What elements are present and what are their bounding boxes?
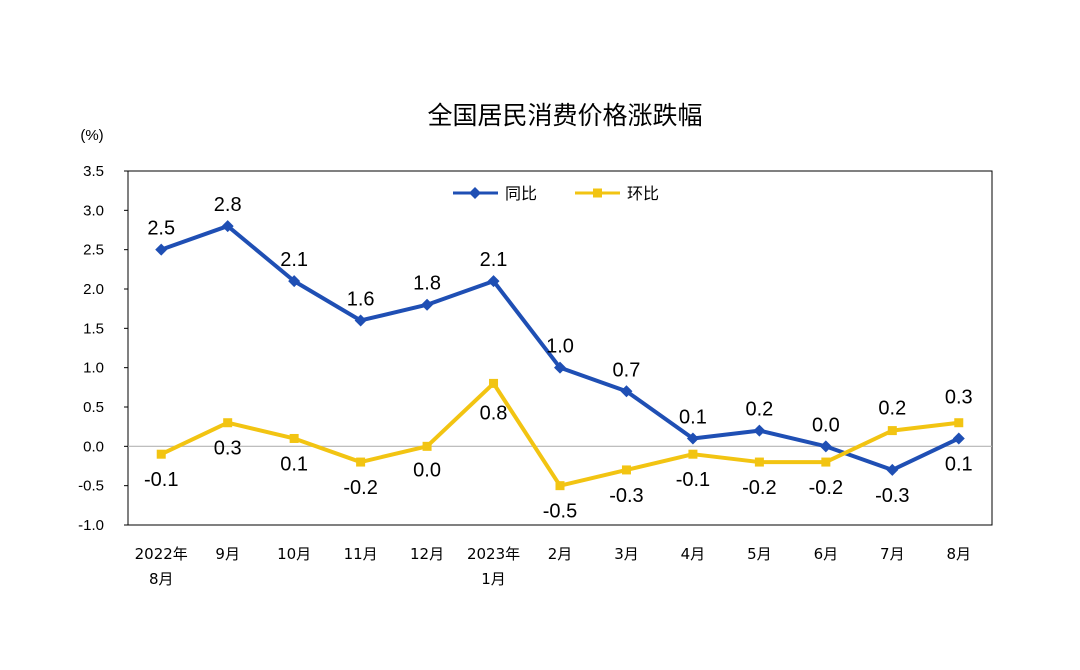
data-label-mom: 0.2: [878, 398, 906, 420]
y-tick-label: -0.5: [78, 478, 104, 495]
data-point-mom: [422, 441, 432, 451]
data-point-yoy: [288, 275, 301, 288]
data-label-yoy: 0.0: [812, 414, 840, 436]
data-label-mom: -0.2: [742, 477, 776, 499]
data-label-yoy: 1.8: [413, 273, 441, 295]
y-axis-unit: (%): [80, 127, 103, 144]
x-tick-label: 12月: [410, 545, 444, 563]
data-point-mom: [289, 433, 299, 443]
data-label-mom: 0.3: [214, 438, 242, 460]
data-point-yoy: [952, 432, 965, 445]
data-label-mom: 0.8: [480, 402, 508, 424]
legend-label-mom: 环比: [627, 184, 659, 203]
y-tick-label: 3.0: [83, 202, 104, 219]
legend-marker-yoy: [469, 187, 481, 199]
y-tick-label: 1.5: [83, 320, 104, 337]
x-tick-label: 6月: [814, 545, 839, 563]
data-label-mom: -0.1: [144, 469, 178, 491]
data-label-mom: -0.1: [676, 469, 710, 491]
data-point-mom: [223, 418, 233, 428]
data-label-yoy: -0.3: [875, 485, 909, 507]
data-label-yoy: 0.1: [945, 453, 973, 475]
x-tick-label: 9月: [215, 545, 240, 563]
data-point-yoy: [354, 314, 367, 327]
data-point-yoy: [819, 440, 832, 453]
data-point-yoy: [421, 298, 434, 311]
data-label-yoy: 2.8: [214, 194, 242, 216]
data-point-yoy: [620, 385, 633, 398]
data-point-mom: [156, 449, 166, 459]
y-tick-label: 0.0: [83, 438, 104, 455]
data-point-yoy: [886, 463, 899, 476]
x-tick-label: 8月: [946, 545, 971, 563]
data-label-yoy: 0.7: [613, 359, 641, 381]
data-label-yoy: 1.6: [347, 288, 375, 310]
data-label-mom: -0.5: [543, 501, 577, 523]
data-point-mom: [954, 418, 964, 428]
data-point-yoy: [487, 275, 500, 288]
data-label-yoy: 2.5: [147, 218, 175, 240]
x-tick-label: 3月: [614, 545, 639, 563]
data-point-yoy: [554, 361, 566, 374]
y-tick-label: 3.5: [83, 163, 104, 180]
x-tick-label: 2月: [548, 545, 573, 563]
x-tick-label: 2022年: [135, 545, 188, 563]
data-point-yoy: [686, 432, 699, 445]
y-tick-label: 0.5: [83, 399, 104, 416]
data-point-yoy: [221, 220, 234, 233]
data-label-mom: -0.3: [609, 485, 643, 507]
y-tick-label: -1.0: [78, 517, 104, 534]
data-point-mom: [489, 378, 499, 388]
data-point-yoy: [753, 424, 766, 437]
data-label-mom: -0.2: [809, 477, 843, 499]
chart-title: 全国居民消费价格涨跌幅: [427, 101, 702, 130]
legend-marker-mom: [593, 188, 602, 198]
data-point-mom: [621, 465, 631, 475]
data-point-yoy: [155, 243, 168, 256]
data-point-mom: [356, 457, 366, 467]
x-tick-label: 1月: [481, 570, 506, 588]
data-label-mom: -0.2: [343, 477, 377, 499]
data-label-mom: 0.3: [945, 386, 973, 408]
data-point-mom: [887, 426, 897, 436]
x-tick-label: 8月: [149, 570, 174, 588]
data-label-yoy: 0.1: [679, 406, 707, 428]
y-tick-label: 2.5: [83, 242, 104, 259]
y-tick-label: 1.0: [83, 360, 104, 377]
data-point-mom: [821, 457, 831, 467]
x-tick-label: 7月: [880, 545, 905, 563]
plot-area: [127, 170, 993, 526]
x-tick-label: 5月: [747, 545, 772, 563]
data-point-mom: [688, 449, 698, 459]
x-tick-label: 10月: [277, 545, 311, 563]
x-tick-label: 4月: [681, 545, 706, 563]
y-tick-label: 2.0: [83, 281, 104, 298]
x-tick-label: 2023年: [467, 545, 520, 563]
data-label-yoy: 2.1: [280, 249, 308, 271]
x-tick-label: 11月: [344, 545, 378, 563]
data-point-mom: [754, 457, 764, 467]
data-label-yoy: 1.0: [546, 336, 574, 358]
data-point-mom: [555, 481, 565, 491]
legend-label-yoy: 同比: [505, 184, 537, 203]
data-label-yoy: 0.2: [745, 399, 773, 421]
data-label-mom: 0.0: [413, 459, 441, 481]
data-label-yoy: 2.1: [480, 249, 508, 271]
data-label-mom: 0.1: [280, 453, 308, 475]
